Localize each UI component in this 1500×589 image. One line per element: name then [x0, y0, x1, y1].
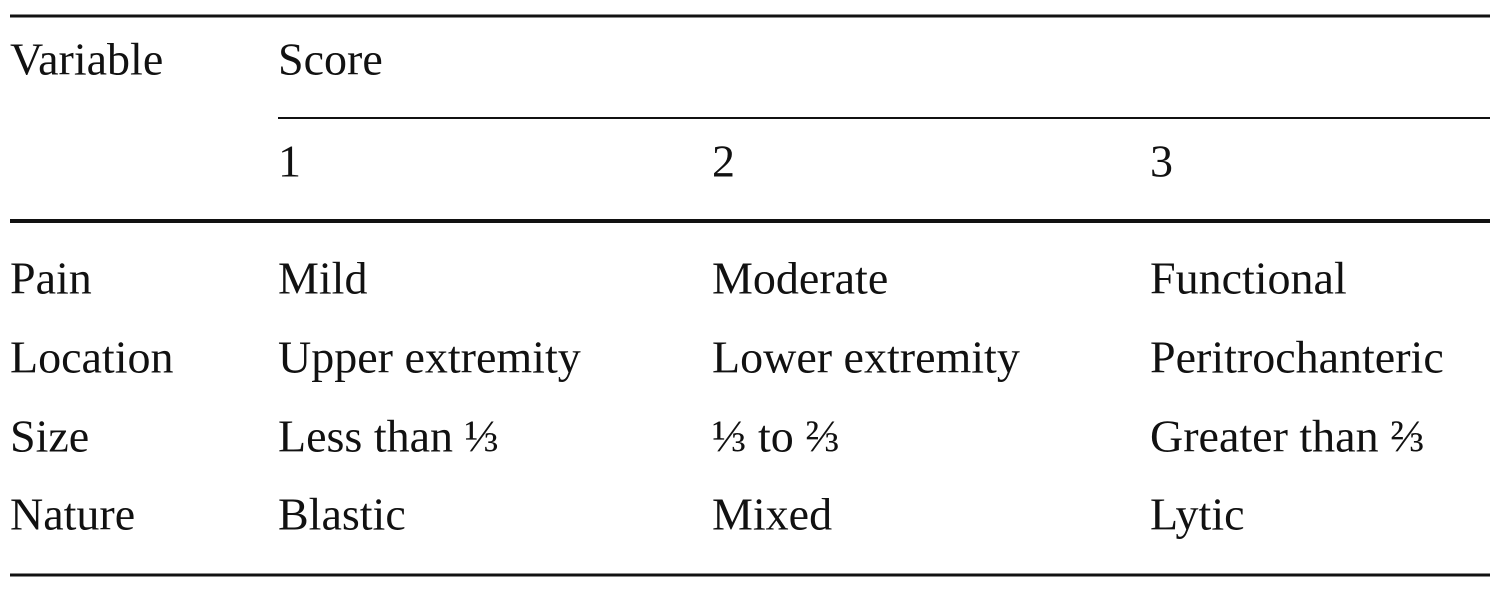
- cell: Lower extremity: [712, 332, 1020, 383]
- cell: Greater than ⅔: [1150, 411, 1425, 462]
- cell: Upper extremity: [278, 332, 581, 383]
- row-label: Nature: [10, 489, 135, 540]
- row-label: Pain: [10, 253, 92, 304]
- row-label: Size: [10, 411, 89, 462]
- cell: Moderate: [712, 253, 888, 304]
- header-cell: Score: [278, 34, 383, 85]
- cell: Lytic: [1150, 489, 1245, 540]
- cell: Functional: [1150, 253, 1347, 304]
- cell: Less than ⅓: [278, 411, 499, 462]
- cell: ⅓ to ⅔: [712, 411, 840, 462]
- subheader-cell: 1: [278, 136, 301, 187]
- cell: Blastic: [278, 489, 406, 540]
- row-label: Location: [10, 332, 174, 383]
- cell: Mild: [278, 253, 367, 304]
- header-cell: Variable: [10, 34, 163, 85]
- subheader-cell: 3: [1150, 136, 1173, 187]
- cell: Peritrochanteric: [1150, 332, 1444, 383]
- cell: Mixed: [712, 489, 832, 540]
- subheader-cell: 2: [712, 136, 735, 187]
